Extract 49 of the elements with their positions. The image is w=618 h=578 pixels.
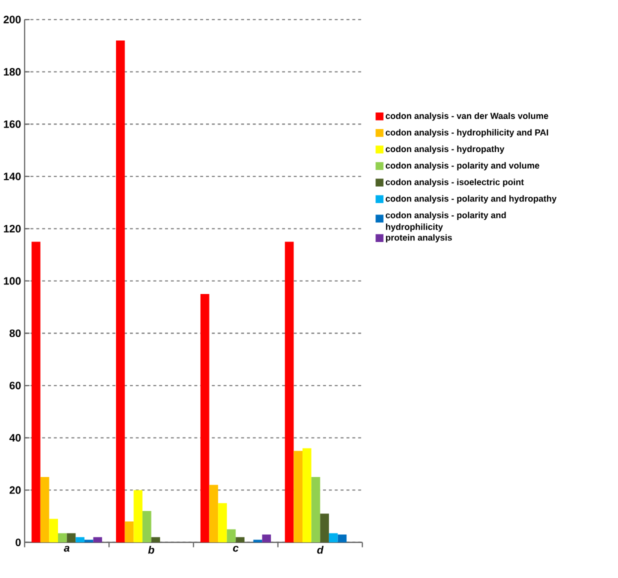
bar xyxy=(66,533,76,543)
legend-label: codon analysis - hydrophilicity and PAI xyxy=(386,129,548,138)
y-tick-label: 0 xyxy=(16,538,21,546)
bar xyxy=(294,451,303,543)
bar xyxy=(134,490,142,543)
bar xyxy=(93,537,102,543)
legend-label: codon analysis - polarity and volume xyxy=(386,162,540,171)
bar xyxy=(84,540,94,543)
x-tick-label: a xyxy=(64,546,70,552)
y-tick-label: 120 xyxy=(4,225,21,233)
bar xyxy=(284,242,294,543)
bar xyxy=(218,503,227,543)
x-tick-label: b xyxy=(148,546,154,554)
legend-label: protein analysis xyxy=(386,234,452,243)
bar xyxy=(209,485,218,543)
bar xyxy=(226,529,236,543)
bar xyxy=(320,514,329,543)
bar xyxy=(151,537,160,543)
y-tick-label: 140 xyxy=(4,172,21,180)
bar xyxy=(262,534,271,543)
bar xyxy=(116,40,125,543)
bar xyxy=(76,537,84,543)
y-tick-label: 200 xyxy=(4,16,21,24)
y-tick-label: 80 xyxy=(10,330,21,338)
legend-label: codon analysis - polarity and hydropathy xyxy=(386,195,557,204)
bar xyxy=(142,511,152,543)
bar xyxy=(200,294,210,543)
y-tick-label: 60 xyxy=(10,382,21,390)
legend-label: codon analysis - isoelectric point xyxy=(386,178,524,188)
x-tick-label: d xyxy=(317,546,324,554)
y-tick-label: 20 xyxy=(10,486,21,494)
legend-label: codon analysis - hydropathy xyxy=(386,146,504,154)
bar xyxy=(40,477,50,543)
bar xyxy=(58,533,67,543)
bar xyxy=(32,242,40,543)
x-tick-label: c xyxy=(233,546,239,552)
y-tick-label: 40 xyxy=(9,434,21,442)
y-tick-label: 100 xyxy=(4,277,21,285)
bar xyxy=(338,534,347,543)
bar xyxy=(124,522,134,543)
bar xyxy=(302,448,312,543)
bar xyxy=(49,519,58,543)
bar xyxy=(253,540,262,543)
bar xyxy=(328,533,338,543)
legend-label: codon analysis - van der Waals volume xyxy=(386,112,548,121)
y-tick-label: 160 xyxy=(4,120,21,128)
bar xyxy=(311,477,320,543)
y-tick-label: 180 xyxy=(4,68,21,76)
bar xyxy=(236,537,245,543)
